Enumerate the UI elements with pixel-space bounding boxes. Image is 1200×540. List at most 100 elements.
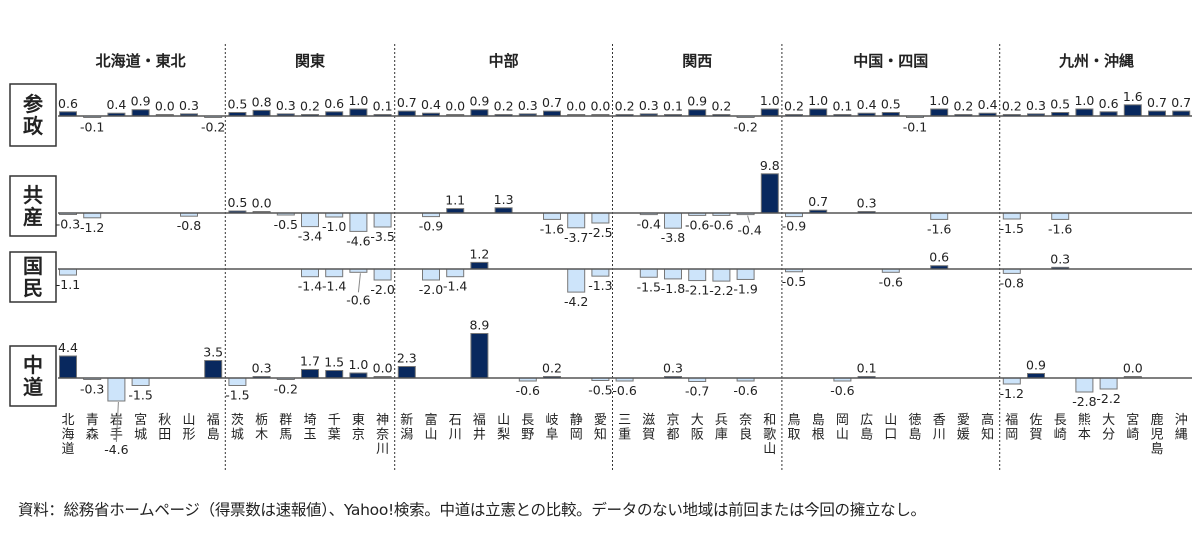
bar-参政-香川 [930, 108, 949, 117]
category-label: 福 [1005, 413, 1018, 428]
data-label: 3.5 [203, 345, 223, 360]
category-label: 長 [1054, 413, 1067, 428]
data-label: 0.3 [663, 361, 683, 376]
data-label: -1.1 [56, 277, 80, 292]
bar-共産-静岡 [567, 212, 586, 229]
data-label: -3.5 [370, 229, 394, 244]
data-label: 1.2 [469, 246, 489, 261]
series-label: 中 [23, 353, 43, 377]
data-label: 0.0 [252, 196, 272, 211]
data-label: 0.3 [252, 361, 272, 376]
category-label: 都 [666, 428, 679, 443]
data-label: 0.1 [857, 361, 877, 376]
data-label: -1.2 [1000, 386, 1024, 401]
data-label: 0.0 [445, 99, 465, 114]
category-label: 群 [279, 413, 292, 428]
data-label: 1.0 [348, 93, 368, 108]
data-label: 0.2 [784, 99, 804, 114]
data-label: -2.0 [419, 282, 443, 297]
category-label: 川 [933, 428, 946, 443]
bar-国民-神奈川 [373, 268, 392, 281]
data-label: 0.0 [590, 99, 610, 114]
data-label: 4.4 [58, 340, 78, 355]
bar-共産-山梨 [494, 207, 513, 214]
category-label: 良 [739, 427, 752, 443]
data-label: 0.3 [179, 98, 199, 113]
category-label: 茨 [231, 413, 244, 428]
category-label: 北 [61, 413, 74, 428]
bar-参政-宮城 [131, 109, 150, 117]
category-label: 賀 [1029, 428, 1042, 443]
category-label: 山 [884, 413, 897, 428]
bar-国民-石川 [446, 268, 465, 278]
data-label: 0.0 [1123, 361, 1143, 376]
bar-国民-大阪 [688, 268, 707, 282]
data-label: 1.0 [1074, 93, 1094, 108]
data-label: 0.4 [857, 97, 877, 112]
data-label: 0.9 [1026, 358, 1046, 373]
data-label: -1.8 [661, 281, 685, 296]
bar-共産-長崎 [1051, 212, 1070, 220]
data-label: -1.9 [733, 281, 757, 296]
region-header: 九州・沖縄 [1058, 52, 1134, 70]
category-label: 梨 [497, 428, 510, 443]
data-label: 0.5 [227, 195, 247, 210]
bar-中道-埼玉 [301, 369, 319, 379]
data-label: 1.3 [494, 192, 514, 207]
category-label: 宮 [134, 412, 147, 428]
category-label: 島 [908, 428, 921, 443]
data-label: 0.7 [1171, 95, 1191, 110]
bar-国民-北海道 [59, 268, 77, 276]
category-label: 奈 [376, 428, 389, 443]
bar-国民-奈良 [736, 268, 755, 280]
category-label: 阜 [545, 427, 558, 443]
data-label: 0.9 [687, 94, 707, 109]
bar-国民-滋賀 [639, 268, 658, 278]
data-label: 0.0 [155, 99, 175, 114]
category-label: 香 [933, 413, 946, 428]
data-label: -2.8 [1072, 394, 1096, 409]
category-label: 山 [424, 428, 437, 443]
data-label: 0.2 [953, 99, 973, 114]
data-label: -0.9 [419, 219, 443, 234]
category-label: 鹿 [1150, 412, 1163, 428]
bar-共産-神奈川 [373, 212, 392, 228]
data-label: -1.4 [298, 279, 322, 294]
data-label: -1.6 [540, 221, 564, 236]
bar-中道-福井 [470, 333, 489, 379]
category-label: 大 [1102, 413, 1115, 428]
chart: 北海道青森岩手宮城秋田山形福島茨城栃木群馬埼玉千葉東京神奈川新潟富山石川福井山梨… [9, 44, 1192, 470]
data-label: 9.8 [760, 158, 780, 173]
category-label: 新 [400, 412, 413, 428]
category-label: 知 [594, 427, 607, 443]
data-label: 0.2 [711, 99, 731, 114]
series-label: 産 [23, 205, 43, 229]
category-label: 秋 [158, 413, 171, 428]
category-label: 城 [231, 428, 244, 443]
data-label: 0.3 [857, 196, 877, 211]
series-label-box [9, 175, 57, 237]
category-label: 山 [497, 413, 510, 428]
data-label: 0.7 [397, 95, 417, 110]
data-label: 0.2 [494, 99, 514, 114]
category-label: 和 [763, 413, 776, 428]
bar-参政-熊本 [1075, 108, 1094, 117]
category-label: 愛 [957, 413, 970, 428]
category-label: 京 [352, 428, 365, 443]
data-label: -1.5 [128, 388, 152, 403]
category-label: 熊 [1078, 412, 1091, 428]
data-label: 0.5 [1050, 97, 1070, 112]
category-label: 岩 [110, 413, 123, 428]
series-label-box [9, 345, 57, 407]
category-label: 岐 [545, 413, 558, 428]
category-label: 千 [328, 413, 341, 428]
data-label: -1.6 [927, 221, 951, 236]
data-label: -1.5 [637, 279, 661, 294]
data-label: -0.1 [903, 120, 927, 135]
data-label: -0.3 [56, 217, 80, 232]
data-label: -0.9 [782, 219, 806, 234]
category-label: 庫 [715, 428, 728, 443]
data-label: 0.7 [808, 194, 828, 209]
data-label: -0.3 [80, 382, 104, 397]
data-label: 0.0 [566, 99, 586, 114]
